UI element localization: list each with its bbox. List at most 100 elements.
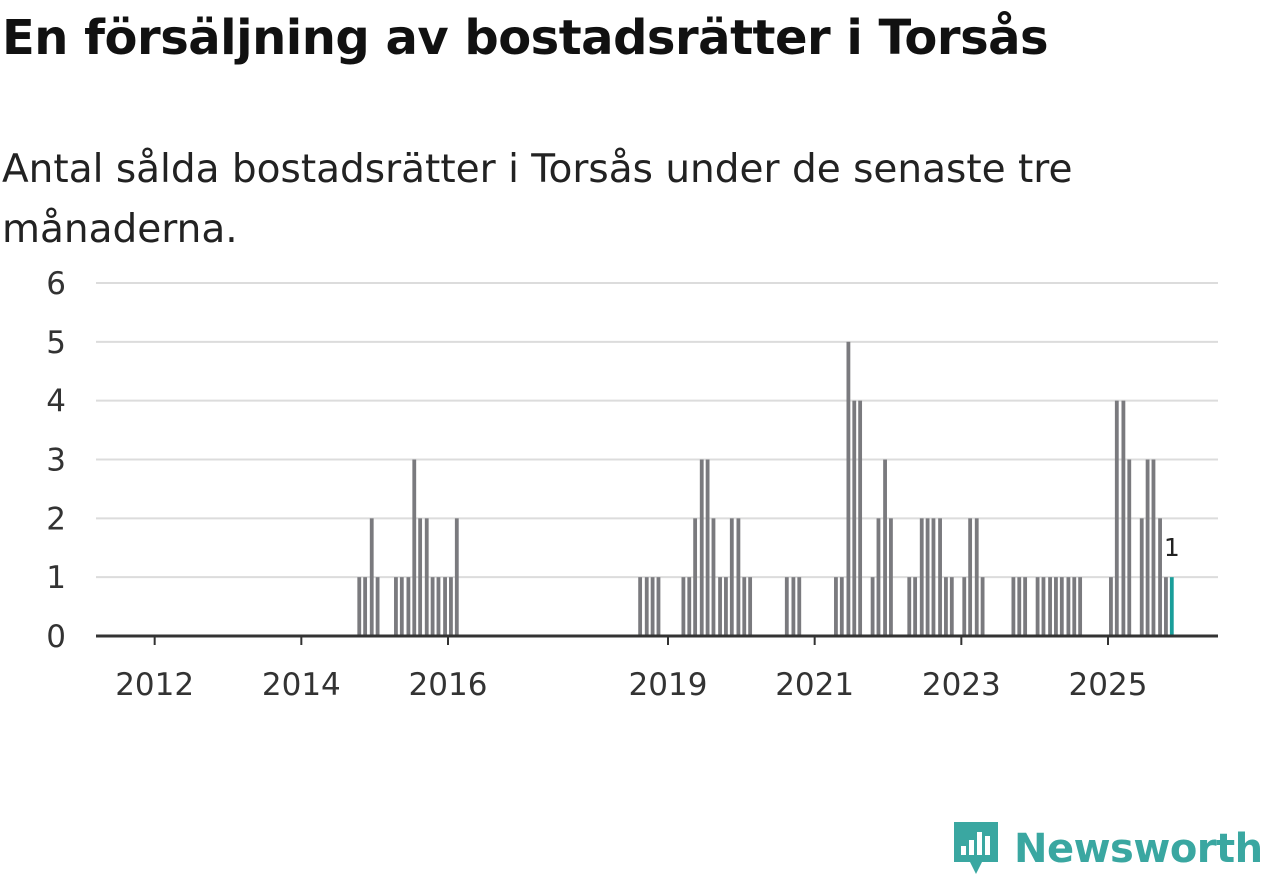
bar [889,518,893,636]
bar [736,518,741,636]
bar [834,577,838,636]
bar-highlight [1169,577,1174,636]
chart-subtitle: Antal sålda bostadsrätter i Torsås under… [2,147,1073,252]
bar [1048,577,1052,636]
y-axis-ticks: 0 1 2 3 4 5 6 [46,266,66,655]
y-tick-label: 0 [46,619,66,655]
bar [968,518,973,636]
bar [449,577,453,636]
newsworthy-logo-icon [954,822,998,874]
bar [412,459,417,636]
bar [436,577,441,636]
bar [784,577,789,636]
y-tick-label: 3 [46,443,66,479]
bar [876,518,881,636]
bar [1109,577,1113,636]
bar [363,577,368,636]
bar [791,577,796,636]
bar [693,518,698,636]
bar [430,577,435,636]
bar [1066,577,1071,636]
bar [369,518,374,636]
bar-labels: 1 [1161,531,1182,565]
x-tick-label: 2019 [629,667,708,703]
bar [705,459,710,636]
x-tick-label: 2021 [775,667,854,703]
bar [846,341,851,636]
bar [375,577,380,636]
x-tick-label: 2012 [115,667,194,703]
y-tick-label: 5 [46,325,66,361]
bar-value-label: 1 [1164,533,1180,562]
bar [742,577,747,636]
bar [699,459,704,636]
bar [406,577,411,636]
bar [1139,518,1144,636]
bar [718,577,722,636]
bar [913,577,918,636]
bar [748,577,753,636]
x-tick-label: 2023 [922,667,1001,703]
bar [1035,577,1040,636]
bar [944,577,948,636]
bar [1072,577,1077,636]
bar [925,518,930,636]
brand-name: Newsworthy [1014,826,1262,872]
bar [644,577,649,636]
bar [424,518,429,636]
bar [974,518,979,636]
bar [858,400,863,636]
bar [931,518,936,636]
bar [638,577,643,636]
bar [1151,459,1156,636]
bar [919,518,924,636]
bar [852,400,857,636]
x-axis-ticks: 2012 2014 2016 2019 2021 2023 2025 [115,636,1147,703]
bar [656,577,661,636]
bar [907,577,912,636]
bar [883,459,887,636]
y-tick-label: 2 [46,501,66,537]
bar [1054,577,1058,636]
bar [962,577,967,636]
x-tick-label: 2014 [262,667,341,703]
gridlines [96,282,1218,579]
bar [839,577,844,636]
bar [1121,400,1126,636]
y-tick-label: 1 [46,560,66,596]
chart-title: En försäljning av bostadsrätter i Torsås [2,10,1049,66]
bar [980,577,985,636]
bar [1127,459,1132,636]
bar [1158,518,1162,636]
y-tick-label: 4 [46,384,66,420]
bar [357,577,362,636]
bar [1011,577,1016,636]
bar [1145,459,1150,636]
bar [443,577,447,636]
bar [1164,577,1168,636]
x-tick-label: 2025 [1069,667,1148,703]
brand-logo: Newsworthy [950,818,1262,880]
bar [1059,577,1064,636]
bar [949,577,954,636]
bar [938,518,942,636]
bar [454,518,459,636]
bar [1114,400,1119,636]
bar [711,518,716,636]
bars [357,341,1174,636]
bar [1017,577,1022,636]
y-tick-label: 6 [46,266,66,302]
bar [687,577,692,636]
bar [729,518,734,636]
bar [681,577,686,636]
bar [1023,577,1028,636]
bar [1078,577,1083,636]
bar [797,577,802,636]
bar [394,577,398,636]
bar [418,518,423,636]
bar [1041,577,1046,636]
x-tick-label: 2016 [409,667,488,703]
bar [870,577,875,636]
bar [650,577,655,636]
